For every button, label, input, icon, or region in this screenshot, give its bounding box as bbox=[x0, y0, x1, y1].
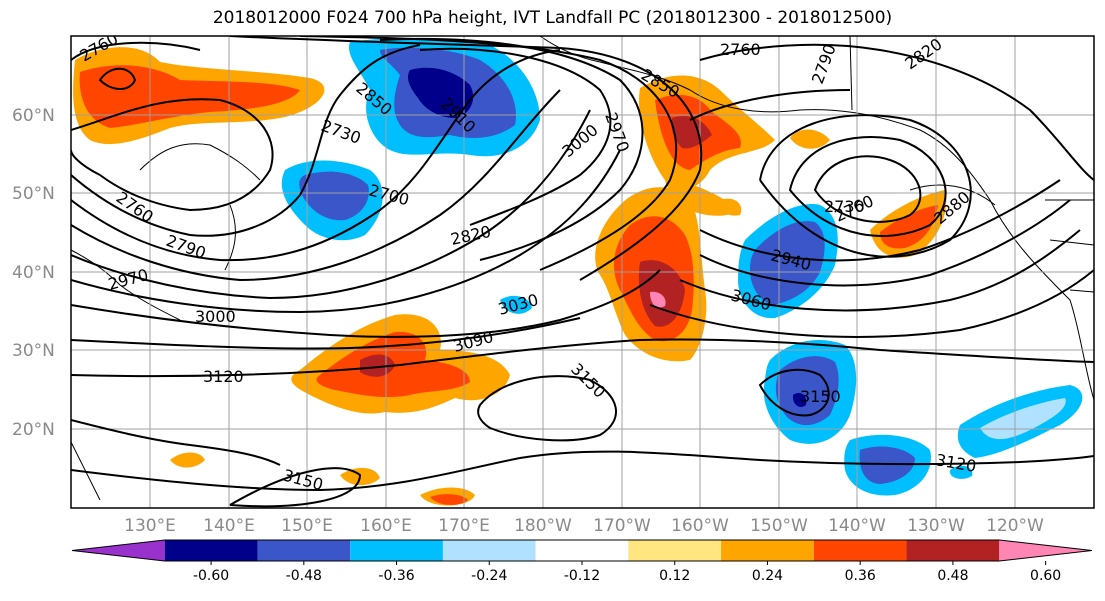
height-contours bbox=[71, 36, 1094, 508]
colorbar-swatch bbox=[442, 540, 536, 561]
colorbar-swatch bbox=[999, 540, 1092, 561]
lon-label: 120°W bbox=[986, 516, 1044, 536]
ivt-positive-shading bbox=[73, 47, 947, 506]
colorbar: -0.60 -0.48 -0.36 -0.24 -0.12 0.12 0.24 0.36 0.4… bbox=[71, 539, 1093, 584]
colorbar-swatch bbox=[721, 540, 814, 561]
map-area: 2760 2760 2790 2820 2850 2850 2910 2730 … bbox=[71, 36, 1094, 508]
lon-label: 160°W bbox=[671, 516, 729, 536]
contour-label: 3120 bbox=[203, 367, 244, 386]
contour-label: 3000 bbox=[195, 307, 236, 326]
colorbar-swatch bbox=[535, 540, 629, 561]
colorbar-tick-label: -0.48 bbox=[286, 568, 322, 584]
colorbar-swatch bbox=[164, 540, 258, 561]
lon-label: 180°W bbox=[514, 516, 572, 536]
longitude-labels: 130°E 140°E 150°E 160°E 170°E 180°W 170°… bbox=[124, 516, 1044, 536]
colorbar-tick-label: 0.24 bbox=[752, 568, 783, 584]
colorbar-tick-label: -0.12 bbox=[564, 568, 600, 584]
map-title: 2018012000 F024 700 hPa height, IVT Land… bbox=[212, 8, 893, 28]
lon-label: 140°E bbox=[203, 516, 255, 536]
colorbar-swatch bbox=[813, 540, 907, 561]
lon-label: 150°W bbox=[750, 516, 808, 536]
colorbar-tick-label: -0.36 bbox=[378, 568, 414, 584]
contour-label: 2760 bbox=[720, 40, 761, 59]
lat-label-40n: 40°N bbox=[12, 263, 55, 283]
colorbar-swatch bbox=[906, 540, 1000, 561]
lon-label: 130°E bbox=[124, 516, 176, 536]
colorbar-swatch bbox=[257, 540, 351, 561]
ivt-negative-shading bbox=[281, 37, 1083, 496]
colorbar-swatch bbox=[72, 540, 165, 561]
colorbar-tick-label: 0.60 bbox=[1030, 568, 1061, 584]
colorbar-swatch bbox=[628, 540, 722, 561]
lat-label-30n: 30°N bbox=[12, 341, 55, 361]
colorbar-outline bbox=[71, 539, 1093, 562]
graticule bbox=[71, 36, 1094, 508]
lon-label: 160°E bbox=[360, 516, 412, 536]
latitude-labels: 60°N 50°N 40°N 30°N 20°N bbox=[12, 106, 55, 440]
lon-label: 150°E bbox=[281, 516, 333, 536]
contour-label: 3150 bbox=[800, 387, 841, 406]
colorbar-tick-label: 0.36 bbox=[845, 568, 876, 584]
lon-label: 170°W bbox=[593, 516, 651, 536]
lon-label: 130°W bbox=[907, 516, 965, 536]
colorbar-tick-label: 0.48 bbox=[937, 568, 968, 584]
lon-label: 170°E bbox=[438, 516, 490, 536]
lon-label: 140°W bbox=[828, 516, 886, 536]
colorbar-swatch bbox=[350, 540, 443, 561]
contour-label: 2730 bbox=[824, 197, 865, 216]
map-frame bbox=[70, 35, 1095, 509]
colorbar-tick-label: -0.60 bbox=[193, 568, 229, 584]
colorbar-tick-label: 0.12 bbox=[659, 568, 690, 584]
lat-label-60n: 60°N bbox=[12, 106, 55, 126]
lat-label-20n: 20°N bbox=[12, 420, 55, 440]
colorbar-tick-label: -0.24 bbox=[471, 568, 507, 584]
lat-label-50n: 50°N bbox=[12, 184, 55, 204]
